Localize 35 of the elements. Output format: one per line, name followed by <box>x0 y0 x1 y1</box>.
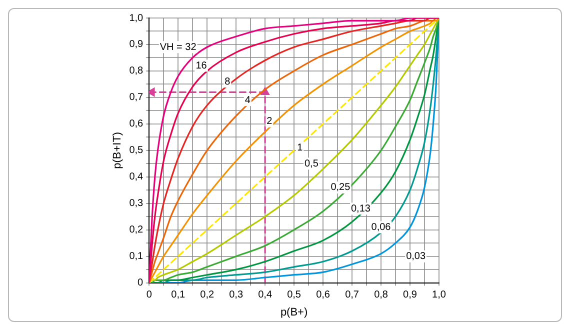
x-tick-label: 0,1 <box>171 290 186 301</box>
x-tick-label: 0,7 <box>345 290 360 301</box>
annotation: 0,25 <box>330 182 351 194</box>
x-tick-label: 0,4 <box>258 290 272 301</box>
y-axis-title: p(B+IT) <box>112 132 124 169</box>
annotation: 0,13 <box>350 203 371 214</box>
annotation: 2 <box>266 116 273 128</box>
y-tick-label: 0,1 <box>129 251 144 262</box>
x-tick-label: 0,2 <box>200 290 214 301</box>
x-tick-label: 0 <box>146 290 152 301</box>
annotation: 4 <box>244 94 251 106</box>
y-tick-label: 0,2 <box>129 224 144 236</box>
y-tick-label: 0,4 <box>129 172 144 183</box>
y-tick-label: 0,8 <box>129 66 144 77</box>
y-tick-label: 0,3 <box>129 198 144 210</box>
x-tick-label: 0,8 <box>374 290 388 301</box>
x-tick-label: 1,0 <box>432 290 446 301</box>
y-tick-label: 0,9 <box>129 39 144 50</box>
annotation: 0,06 <box>371 222 392 233</box>
x-tick-label: 0,9 <box>403 290 418 301</box>
x-axis-title: p(B+) <box>280 306 308 318</box>
annotation: 1 <box>297 142 304 154</box>
y-tick-label: 0,6 <box>129 118 144 130</box>
x-tick-label: 0,5 <box>287 290 302 301</box>
y-tick-label: 1,0 <box>129 12 144 24</box>
annotation: 0,03 <box>406 251 426 262</box>
annotation: 16 <box>196 60 208 72</box>
x-tick-label: 0,3 <box>229 290 244 301</box>
x-tick-label: 0,6 <box>316 290 330 301</box>
y-tick-label: 0,7 <box>129 92 144 104</box>
annotation: 0,5 <box>304 158 319 170</box>
y-tick-label: 0 <box>138 278 144 289</box>
annotation: VH = 32 <box>160 42 197 53</box>
annotation: 8 <box>224 76 231 88</box>
y-tick-label: 0,5 <box>129 145 144 156</box>
